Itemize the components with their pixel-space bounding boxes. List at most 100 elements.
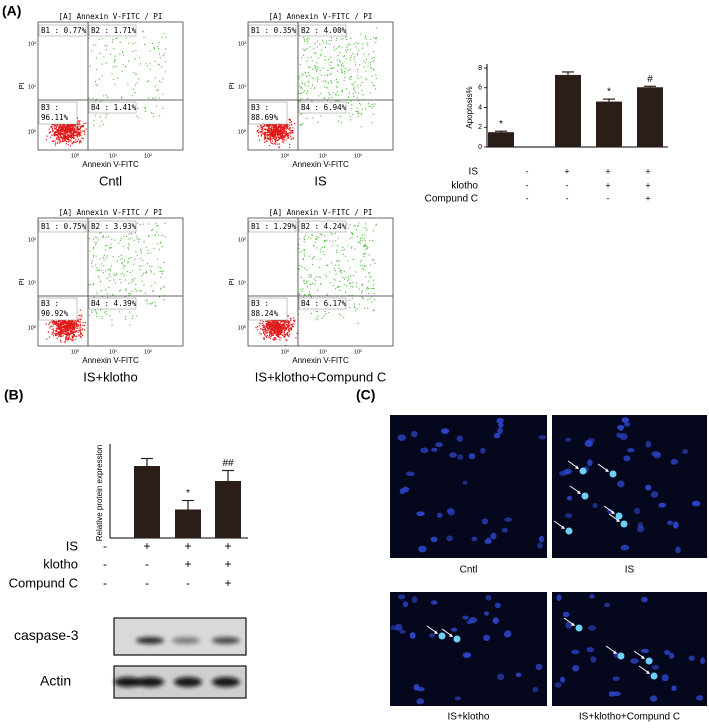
event-dot bbox=[65, 135, 67, 137]
nucleus bbox=[429, 633, 435, 638]
event-dot bbox=[303, 297, 305, 299]
event-dot bbox=[329, 64, 331, 66]
event-dot bbox=[75, 327, 78, 329]
event-dot bbox=[76, 320, 78, 322]
y-tick-label: 8 bbox=[478, 65, 482, 72]
event-dot bbox=[349, 76, 351, 78]
event-dot bbox=[59, 320, 61, 322]
event-dot bbox=[58, 142, 61, 144]
event-dot bbox=[58, 320, 60, 322]
event-dot bbox=[370, 64, 372, 66]
event-dot bbox=[112, 256, 114, 258]
event-dot bbox=[281, 126, 283, 129]
significance-mark: # bbox=[647, 74, 653, 85]
event-dot bbox=[282, 137, 285, 139]
event-dot bbox=[293, 323, 295, 325]
event-dot bbox=[272, 323, 274, 326]
event-dot bbox=[62, 124, 64, 126]
event-dot bbox=[55, 329, 57, 331]
event-dot bbox=[156, 225, 158, 227]
blot-band bbox=[172, 637, 200, 644]
nucleus bbox=[449, 452, 457, 458]
event-dot bbox=[52, 320, 54, 323]
event-dot bbox=[300, 288, 302, 290]
event-dot bbox=[82, 334, 84, 336]
event-dot bbox=[262, 129, 264, 131]
event-dot bbox=[61, 321, 63, 323]
event-dot bbox=[72, 331, 74, 333]
event-dot bbox=[79, 123, 81, 125]
event-dot bbox=[59, 323, 61, 325]
event-dot bbox=[127, 262, 129, 264]
event-dot bbox=[289, 122, 291, 124]
event-dot bbox=[143, 240, 145, 242]
event-dot bbox=[148, 223, 150, 225]
nucleus bbox=[430, 536, 438, 543]
event-dot bbox=[357, 113, 359, 115]
event-dot bbox=[310, 275, 312, 277]
event-dot bbox=[307, 57, 309, 59]
event-dot bbox=[59, 130, 61, 132]
event-dot bbox=[134, 92, 136, 94]
event-dot bbox=[357, 43, 359, 45]
event-dot bbox=[71, 136, 73, 138]
event-dot bbox=[362, 47, 364, 49]
event-dot bbox=[75, 325, 77, 328]
event-dot bbox=[133, 280, 135, 282]
event-dot bbox=[64, 331, 66, 333]
event-dot bbox=[263, 135, 266, 137]
event-dot bbox=[76, 336, 78, 338]
apoptotic-nucleus bbox=[620, 520, 628, 528]
event-dot bbox=[355, 110, 357, 112]
event-dot bbox=[284, 326, 286, 328]
event-dot bbox=[75, 331, 77, 333]
event-dot bbox=[330, 80, 332, 82]
event-dot bbox=[89, 314, 91, 316]
event-dot bbox=[278, 333, 280, 336]
event-dot bbox=[57, 328, 59, 330]
event-dot bbox=[91, 265, 93, 267]
event-dot bbox=[145, 270, 147, 272]
event-dot bbox=[120, 282, 122, 284]
nucleus bbox=[645, 440, 652, 448]
event-dot bbox=[163, 286, 165, 288]
nucleus bbox=[671, 685, 677, 691]
condition-mark: + bbox=[224, 557, 231, 571]
event-dot bbox=[332, 240, 334, 242]
event-dot bbox=[57, 132, 59, 134]
event-dot bbox=[298, 294, 300, 296]
event-dot bbox=[60, 137, 63, 139]
event-dot bbox=[304, 49, 306, 51]
condition-mark: - bbox=[186, 576, 190, 590]
event-dot bbox=[284, 331, 286, 333]
nucleus bbox=[466, 619, 473, 625]
event-dot bbox=[119, 41, 121, 43]
event-dot bbox=[312, 235, 314, 237]
nucleus bbox=[451, 627, 458, 632]
micrograph bbox=[390, 592, 547, 706]
event-dot bbox=[130, 281, 132, 283]
event-dot bbox=[284, 132, 286, 134]
event-dot bbox=[291, 131, 294, 133]
event-dot bbox=[355, 310, 357, 312]
event-dot bbox=[66, 129, 68, 131]
event-dot bbox=[279, 326, 281, 328]
event-dot bbox=[319, 258, 321, 260]
event-dot bbox=[75, 132, 77, 134]
event-dot bbox=[114, 55, 116, 57]
event-dot bbox=[357, 68, 359, 70]
event-dot bbox=[276, 133, 278, 135]
event-dot bbox=[63, 333, 65, 335]
event-dot bbox=[57, 138, 60, 140]
event-dot bbox=[63, 322, 65, 324]
event-dot bbox=[316, 237, 318, 239]
event-dot bbox=[368, 54, 370, 56]
event-dot bbox=[371, 82, 373, 84]
event-dot bbox=[286, 328, 288, 330]
nucleus bbox=[627, 448, 635, 453]
event-dot bbox=[59, 124, 61, 126]
event-dot bbox=[313, 245, 315, 247]
event-dot bbox=[270, 324, 272, 326]
event-dot bbox=[105, 49, 107, 51]
event-dot bbox=[55, 321, 57, 323]
